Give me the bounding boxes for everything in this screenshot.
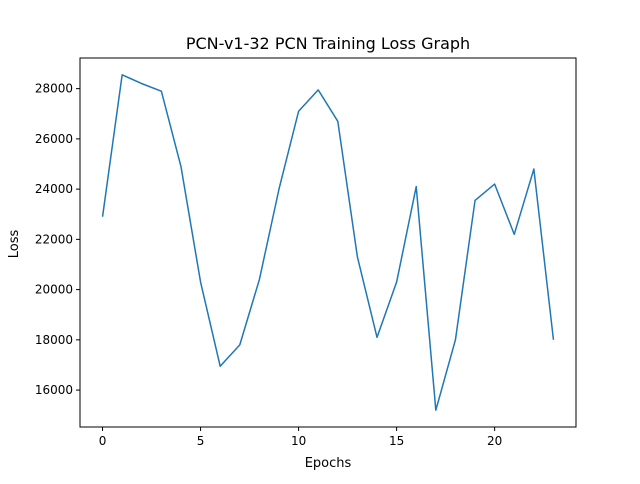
y-tick-label: 22000 [35, 232, 73, 246]
y-tick-label: 28000 [35, 82, 73, 96]
y-axis-label: Loss [7, 230, 22, 259]
y-tick-label: 16000 [35, 383, 73, 397]
x-tick-label: 0 [99, 434, 107, 448]
x-tick-label: 15 [389, 434, 404, 448]
x-axis-label: Epochs [305, 456, 352, 471]
loss-series-line [101, 74, 555, 411]
x-tick-label: 20 [487, 434, 502, 448]
x-tick-label: 5 [197, 434, 205, 448]
y-tick-label: 24000 [35, 182, 73, 196]
y-tick-label: 18000 [35, 333, 73, 347]
chart-title: PCN-v1-32 PCN Training Loss Graph [186, 34, 470, 53]
y-tick-label: 26000 [35, 132, 73, 146]
x-tick-label: 10 [291, 434, 306, 448]
y-tick-label: 20000 [35, 283, 73, 297]
plot-frame [79, 57, 577, 428]
